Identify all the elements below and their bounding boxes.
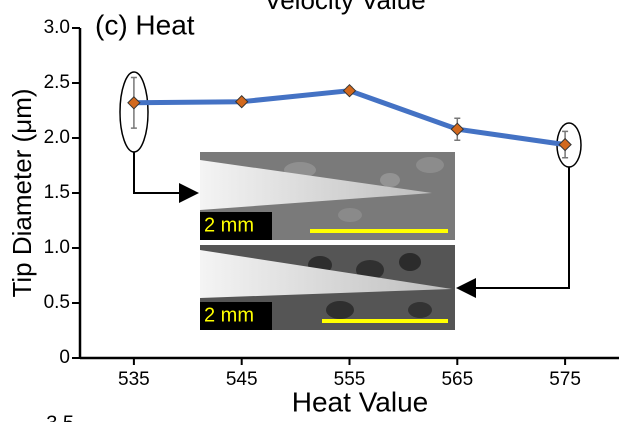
- marker: [344, 85, 356, 97]
- marker: [559, 139, 571, 151]
- y-tick-label: 3.0: [44, 17, 70, 38]
- x-tick-label: 575: [549, 369, 581, 390]
- x-tick-label: 535: [118, 369, 150, 390]
- x-axis-label: Heat Value: [292, 386, 428, 417]
- top-text: Velocity Value: [264, 0, 425, 15]
- inset-top: 2 mm: [200, 152, 455, 240]
- marker: [451, 123, 463, 135]
- y-tick-label: 1.0: [44, 237, 70, 258]
- y-tick-label: 0.5: [44, 292, 70, 313]
- chart-title: (c) Heat: [95, 9, 195, 40]
- arrow: [458, 167, 569, 288]
- y-axis-label: Tip Diameter (μm): [7, 88, 37, 297]
- x-tick-label: 565: [441, 369, 473, 390]
- y-tick-label: 2.5: [44, 72, 70, 93]
- marker: [128, 97, 140, 109]
- arrow: [134, 152, 197, 193]
- scale-label: 2 mm: [204, 214, 254, 236]
- x-tick-label: 555: [334, 369, 366, 390]
- x-tick-label: 545: [226, 369, 258, 390]
- y-tick-label: 2.0: [44, 127, 70, 148]
- y-tick-label: 1.5: [44, 182, 70, 203]
- scale-label: 2 mm: [204, 304, 254, 326]
- y-tick-label: 0: [59, 347, 70, 368]
- marker: [236, 96, 248, 108]
- chart: Velocity Value (c) Heat Heat Value Tip D…: [0, 0, 619, 422]
- line: [134, 91, 565, 145]
- bottom-text: 3.5: [46, 412, 74, 422]
- inset-bottom: 2 mm: [200, 245, 455, 330]
